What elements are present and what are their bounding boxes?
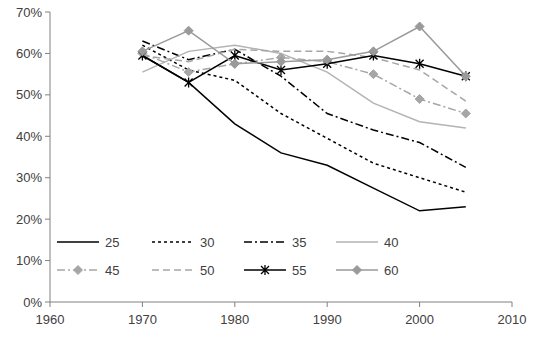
legend-label: 30	[200, 235, 214, 250]
legend-label: 50	[200, 263, 214, 278]
series-line	[142, 56, 465, 211]
x-tick	[512, 302, 513, 307]
x-tick	[234, 302, 235, 307]
series-line	[142, 27, 465, 77]
y-tick-label: 50%	[16, 87, 42, 102]
legend-label: 45	[105, 263, 119, 278]
legend-label: 40	[384, 235, 398, 250]
marker	[184, 68, 193, 77]
y-tick-label: 10%	[16, 253, 42, 268]
y-tick	[45, 260, 50, 261]
legend-swatch	[152, 269, 194, 271]
x-tick-label: 1990	[313, 312, 342, 327]
marker	[138, 47, 147, 56]
y-tick-label: 40%	[16, 129, 42, 144]
legend-swatch	[244, 241, 286, 243]
series-line	[142, 56, 465, 83]
y-tick-label: 20%	[16, 212, 42, 227]
y-axis	[50, 12, 51, 302]
x-tick	[50, 302, 51, 307]
marker	[415, 95, 424, 104]
marker	[230, 59, 239, 68]
marker	[323, 55, 332, 64]
plot-area	[138, 22, 470, 211]
x-tick-label: 2000	[405, 312, 434, 327]
legend-swatch	[57, 241, 99, 243]
y-tick	[45, 177, 50, 178]
series-line	[142, 49, 465, 101]
y-tick	[45, 94, 50, 95]
series-line	[142, 45, 465, 192]
marker	[461, 109, 470, 118]
series-line	[142, 53, 465, 113]
marker	[277, 57, 286, 66]
marker	[415, 22, 424, 31]
marker	[184, 26, 193, 35]
x-tick	[327, 302, 328, 307]
x-tick	[419, 302, 420, 307]
legend: 25 30 35 40 45 50 55 60	[57, 235, 398, 278]
y-tick-label: 60%	[16, 46, 42, 61]
x-axis	[50, 302, 512, 303]
series-line	[142, 45, 465, 128]
x-tick	[142, 302, 143, 307]
y-tick	[45, 302, 50, 303]
y-tick-label: 70%	[16, 5, 42, 20]
legend-swatch	[152, 241, 194, 243]
y-tick	[45, 136, 50, 137]
x-tick-label: 1980	[220, 312, 249, 327]
legend-marker	[261, 265, 269, 275]
legend-label: 60	[384, 263, 398, 278]
legend-marker	[353, 266, 362, 275]
legend-label: 35	[292, 235, 306, 250]
legend-label: 55	[292, 263, 306, 278]
y-tick	[45, 12, 50, 13]
chart: 0% 10% 20% 30% 40% 50% 60% 70% 1960 1970 1980 1990 2…	[0, 0, 536, 338]
y-tick-label: 30%	[16, 170, 42, 185]
y-tick	[45, 53, 50, 54]
y-tick	[45, 219, 50, 220]
y-tick-label: 0%	[23, 295, 42, 310]
marker	[369, 47, 378, 56]
marker	[416, 59, 424, 69]
marker	[369, 70, 378, 79]
x-tick-label: 1970	[128, 312, 157, 327]
legend-label: 25	[105, 235, 119, 250]
x-tick-label: 2010	[498, 312, 527, 327]
x-tick-label: 1960	[36, 312, 65, 327]
legend-marker	[74, 266, 83, 275]
legend-swatch	[336, 241, 378, 243]
marker	[185, 77, 193, 87]
marker	[461, 72, 470, 81]
